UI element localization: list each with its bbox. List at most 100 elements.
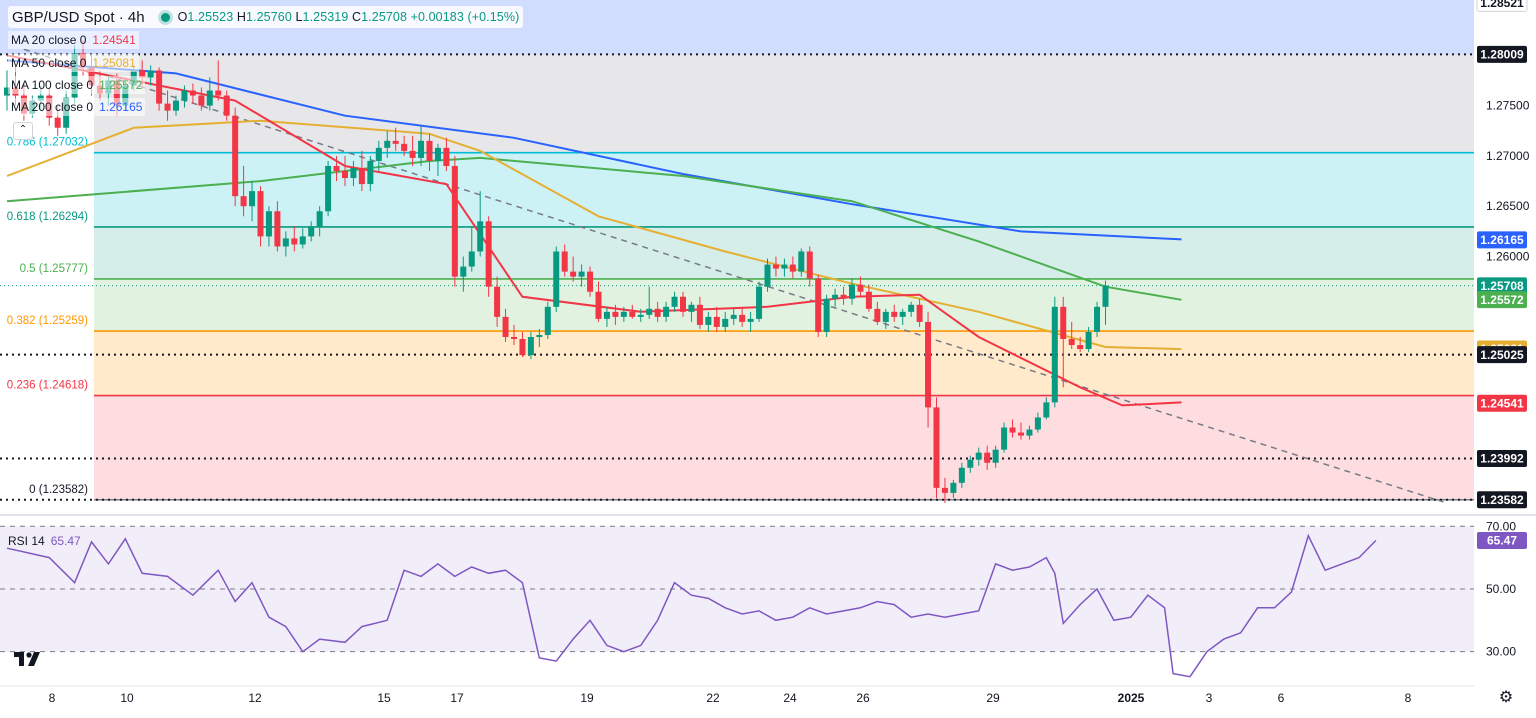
candle-body xyxy=(1043,402,1050,418)
candle-body xyxy=(544,306,551,335)
ma50-legend[interactable]: MA 50 close 0 1.25081 xyxy=(8,54,139,72)
candle-body xyxy=(925,321,932,408)
candle-body xyxy=(392,140,399,144)
candle-body xyxy=(941,487,948,493)
price-tag-label: 1.25708 xyxy=(1480,279,1524,293)
fib-label-0: 0 (1.23582) xyxy=(29,484,88,496)
time-tick-label: 19 xyxy=(580,691,594,705)
time-tick-label: 8 xyxy=(1405,691,1412,705)
candle-body xyxy=(561,251,568,272)
time-tick-label: 2025 xyxy=(1118,691,1145,705)
candle-body xyxy=(308,226,315,237)
candle-body xyxy=(916,304,923,322)
candle-body xyxy=(587,271,594,292)
candle-body xyxy=(637,314,644,317)
ma100-legend[interactable]: MA 100 close 0 1.25572 xyxy=(8,76,146,94)
candle-body xyxy=(232,115,239,197)
candle-body xyxy=(468,251,475,267)
candle-body xyxy=(967,459,974,468)
candle-body xyxy=(646,308,653,315)
candle-body xyxy=(536,334,543,337)
rsi-level-label: 70.00 xyxy=(1486,519,1516,533)
candle-body xyxy=(696,304,703,325)
candle-body xyxy=(265,211,272,237)
candle-body xyxy=(1001,427,1008,450)
price-tag-label: 1.25572 xyxy=(1480,293,1524,307)
rsi-legend[interactable]: RSI 14 65.47 xyxy=(8,534,81,548)
candle-body xyxy=(409,150,416,158)
candle-body xyxy=(156,70,163,104)
candle-body xyxy=(832,294,839,299)
candle-body xyxy=(806,251,813,279)
candle-body xyxy=(494,286,501,317)
candle-body xyxy=(527,336,534,356)
candle-body xyxy=(350,167,357,179)
candle-body xyxy=(654,308,661,317)
candle-body xyxy=(502,316,509,337)
candle-body xyxy=(908,304,915,312)
time-tick-label: 12 xyxy=(248,691,262,705)
candle-body xyxy=(620,311,627,317)
time-tick-label: 8 xyxy=(49,691,56,705)
candle-body xyxy=(1018,432,1024,436)
candle-body xyxy=(418,140,425,158)
candle-body xyxy=(1034,417,1041,430)
candle-body xyxy=(164,103,171,111)
candle-body xyxy=(367,160,374,185)
candle-body xyxy=(401,143,408,151)
candle-body xyxy=(443,147,450,166)
time-tick-label: 17 xyxy=(450,691,464,705)
time-tick-label: 3 xyxy=(1206,691,1213,705)
candle-body xyxy=(333,165,340,172)
candle-body xyxy=(663,306,670,317)
candle-body xyxy=(992,449,999,463)
candle-body xyxy=(316,211,323,227)
ma200-legend[interactable]: MA 200 close 0 1.26165 xyxy=(8,98,146,116)
candle-body xyxy=(1068,339,1075,346)
candle-body xyxy=(899,311,906,317)
price-tag xyxy=(1476,0,1528,12)
candle-body xyxy=(722,318,729,327)
tradingview-logo-icon[interactable] xyxy=(12,646,42,670)
price-tag-label: 1.25025 xyxy=(1480,348,1524,362)
price-tag-label: 1.23582 xyxy=(1480,493,1524,507)
candle-body xyxy=(764,264,771,287)
fib-band-0 xyxy=(94,395,1474,500)
price-tag-label: 1.28521 xyxy=(1480,0,1524,10)
candle-body xyxy=(240,196,247,207)
rsi-level-label: 50.00 xyxy=(1486,582,1516,596)
settings-gear-icon[interactable]: ⚙ xyxy=(1498,689,1514,706)
candle-body xyxy=(249,191,256,207)
candle-body xyxy=(595,291,602,319)
price-tag-label: 1.26165 xyxy=(1480,233,1524,247)
candle-body xyxy=(553,251,560,307)
candle-body xyxy=(325,165,332,212)
candle-body xyxy=(198,95,205,106)
price-tick-label: 1.27500 xyxy=(1486,99,1530,113)
candle-body xyxy=(1094,306,1101,332)
collapse-legend-button[interactable]: ⌃ xyxy=(13,122,33,140)
fib-band-0.786 xyxy=(94,54,1474,153)
candle-body xyxy=(342,171,348,179)
fib-label-0.236: 0.236 (1.24618) xyxy=(7,380,88,392)
candle-body xyxy=(772,264,779,269)
candle-body xyxy=(223,95,230,116)
price-tag xyxy=(1477,491,1527,509)
candle-body xyxy=(891,311,898,317)
market-status-dot xyxy=(160,12,170,22)
candle-body xyxy=(1026,429,1033,436)
candle-body xyxy=(984,452,991,463)
candle-body xyxy=(291,238,298,245)
candle-body xyxy=(139,70,146,78)
candle-body xyxy=(789,264,796,272)
candle-body xyxy=(857,284,864,292)
candle-body xyxy=(434,147,441,161)
candle-body xyxy=(578,271,585,277)
symbol-title[interactable]: GBP/USD Spot · 4h xyxy=(12,8,145,26)
candle-body xyxy=(882,311,889,322)
candle-body xyxy=(375,147,382,161)
candle-body xyxy=(958,467,965,483)
ma20-legend[interactable]: MA 20 close 0 1.24541 xyxy=(8,31,139,49)
candle-body xyxy=(849,284,855,299)
